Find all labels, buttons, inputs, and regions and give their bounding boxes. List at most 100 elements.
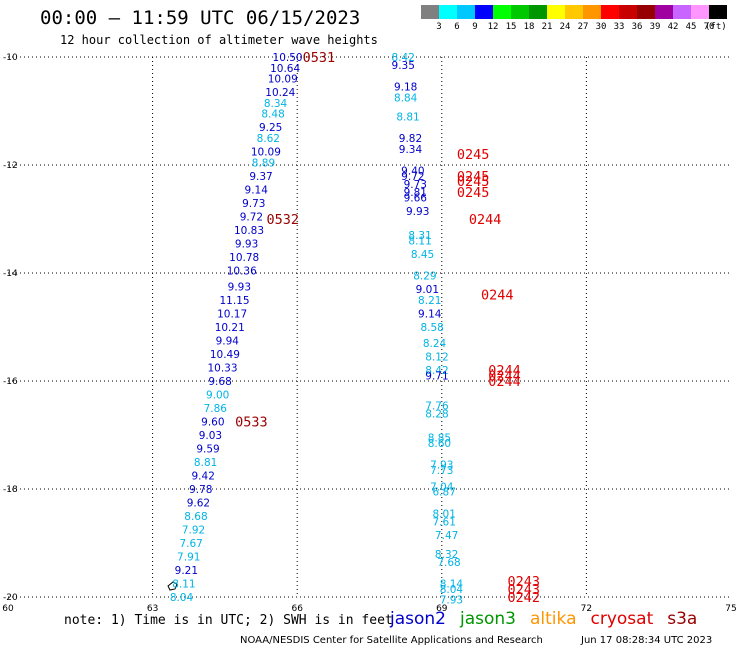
wave-height-label: 10.49 [210,349,240,361]
pass-time-label: 0532 [266,212,299,228]
wave-height-label: 8.60 [428,438,451,450]
wave-height-label: 9.73 [404,179,427,191]
legend-tick-label: 15 [505,22,517,32]
legend-swatch [547,5,565,19]
wave-height-label: 9.82 [399,133,422,145]
satellite-name: s3a [667,609,698,629]
wave-height-label: 9.14 [245,184,269,196]
wave-height-label: 9.14 [418,309,442,321]
pass-time-label: 0243 [507,582,540,598]
wave-height-label: 9.73 [242,198,265,210]
wave-height-label: 7.68 [437,557,460,569]
wave-height-label: 8.31 [408,230,431,242]
pass-time-label: 0531 [303,50,336,66]
wave-height-label: 8.04 [170,592,194,604]
footer-credit: NOAA/NESDIS Center for Satellite Applica… [240,635,543,646]
wave-height-label: 9.93 [228,282,251,294]
wave-height-label: 8.81 [194,457,217,469]
pass-time-label: 0245 [457,185,490,201]
wave-height-label: 6.87 [433,487,456,499]
wave-height-label: 8.12 [425,352,448,364]
y-tick-label: -18 [3,485,18,495]
wave-height-label: 9.01 [416,284,439,296]
wave-height-label: 7.86 [204,403,228,415]
pass-time-label: 0245 [457,174,490,190]
pass-time-label: 0242 [507,590,540,606]
wave-height-label: 8.45 [411,249,434,261]
wave-height-label: 8.29 [413,271,436,283]
wave-height-label: 8.85 [428,433,451,445]
wave-height-label: 9.37 [249,171,272,183]
pass-time-label: 0244 [488,374,521,390]
wave-height-label: 7.73 [430,465,453,477]
x-tick-label: 69 [436,604,448,614]
wave-height-label: 9.94 [216,336,240,348]
pass-time-label: 0244 [488,369,521,385]
x-tick-label: 72 [581,604,592,614]
wave-height-label: 8.81 [396,111,419,123]
legend-swatch [529,5,547,19]
wave-height-label: 7.91 [177,552,200,564]
wave-height-label: 8.42 [392,52,415,64]
x-tick-label: 66 [291,604,303,614]
x-tick-label: 63 [147,604,158,614]
legend-tick-label: 70 [703,22,715,32]
wave-height-label: 10.64 [270,63,300,75]
legend-swatch [583,5,601,19]
wave-height-label: 10.83 [234,225,264,237]
wave-height-label: 9.34 [399,144,423,156]
wave-height-label: 7.47 [435,530,458,542]
wave-height-label: 9.62 [187,498,210,510]
wave-height-label: 10.78 [229,252,259,264]
wave-height-label: 11.15 [220,295,250,307]
satellite-name: jason3 [460,609,516,629]
wave-height-label: 9.81 [404,187,427,199]
wave-height-label: 8.21 [418,295,441,307]
wave-height-label: 10.09 [251,147,281,159]
legend-tick-label: 21 [541,22,553,32]
wave-height-label: 9.59 [196,444,219,456]
wave-height-label: 10.33 [207,363,237,375]
legend-tick-label: 33 [613,22,625,32]
legend-swatch [565,5,583,19]
legend-tick-label: 18 [523,22,535,32]
wave-height-label: 8.01 [433,508,456,520]
legend-tick-label: 42 [667,22,679,32]
satellite-name: cryosat [590,609,654,629]
wave-height-label: 9.93 [235,238,258,250]
legend-swatch [421,5,439,19]
wave-height-label: 8.24 [423,338,447,350]
wave-height-label: 9.72 [401,171,424,183]
legend-swatch [475,5,493,19]
legend-tick-label: 3 [436,22,442,32]
legend-tick-label: 9 [472,22,478,32]
legend-swatch [637,5,655,19]
legend-swatch [439,5,457,19]
wave-height-label: 8.42 [425,365,448,377]
wave-height-label: 9.00 [206,390,229,402]
satellite-name: altika [530,609,577,629]
wave-height-label: 8.62 [257,133,280,145]
wave-height-label: 9.66 [404,192,428,204]
legend-swatch [493,5,511,19]
wave-height-label: 9.78 [189,484,212,496]
legend-tick-label: 36 [631,22,643,32]
wave-height-label: 8.28 [425,408,448,420]
legend-swatch [619,5,637,19]
wave-height-label: 8.04 [440,584,464,596]
wave-height-label: 10.09 [268,74,298,86]
satellite-legend: jason2 jason3 altika cryosat s3a [390,609,711,629]
wave-height-label: 9.18 [394,82,417,94]
legend-swatch [655,5,673,19]
legend-tick-label: 30 [595,22,607,32]
wave-height-label: 10.24 [265,87,295,99]
y-tick-label: -10 [3,53,18,63]
wave-height-label: 7.92 [182,525,205,537]
wave-height-label: 9.68 [208,376,231,388]
legend-tick-label: 45 [685,22,697,32]
pass-time-label: 0245 [457,169,490,185]
land-mass-outline [167,581,178,591]
pass-time-label: 0243 [507,574,540,590]
wave-height-label: 9.71 [425,371,448,383]
pass-time-label: 0245 [457,147,490,163]
